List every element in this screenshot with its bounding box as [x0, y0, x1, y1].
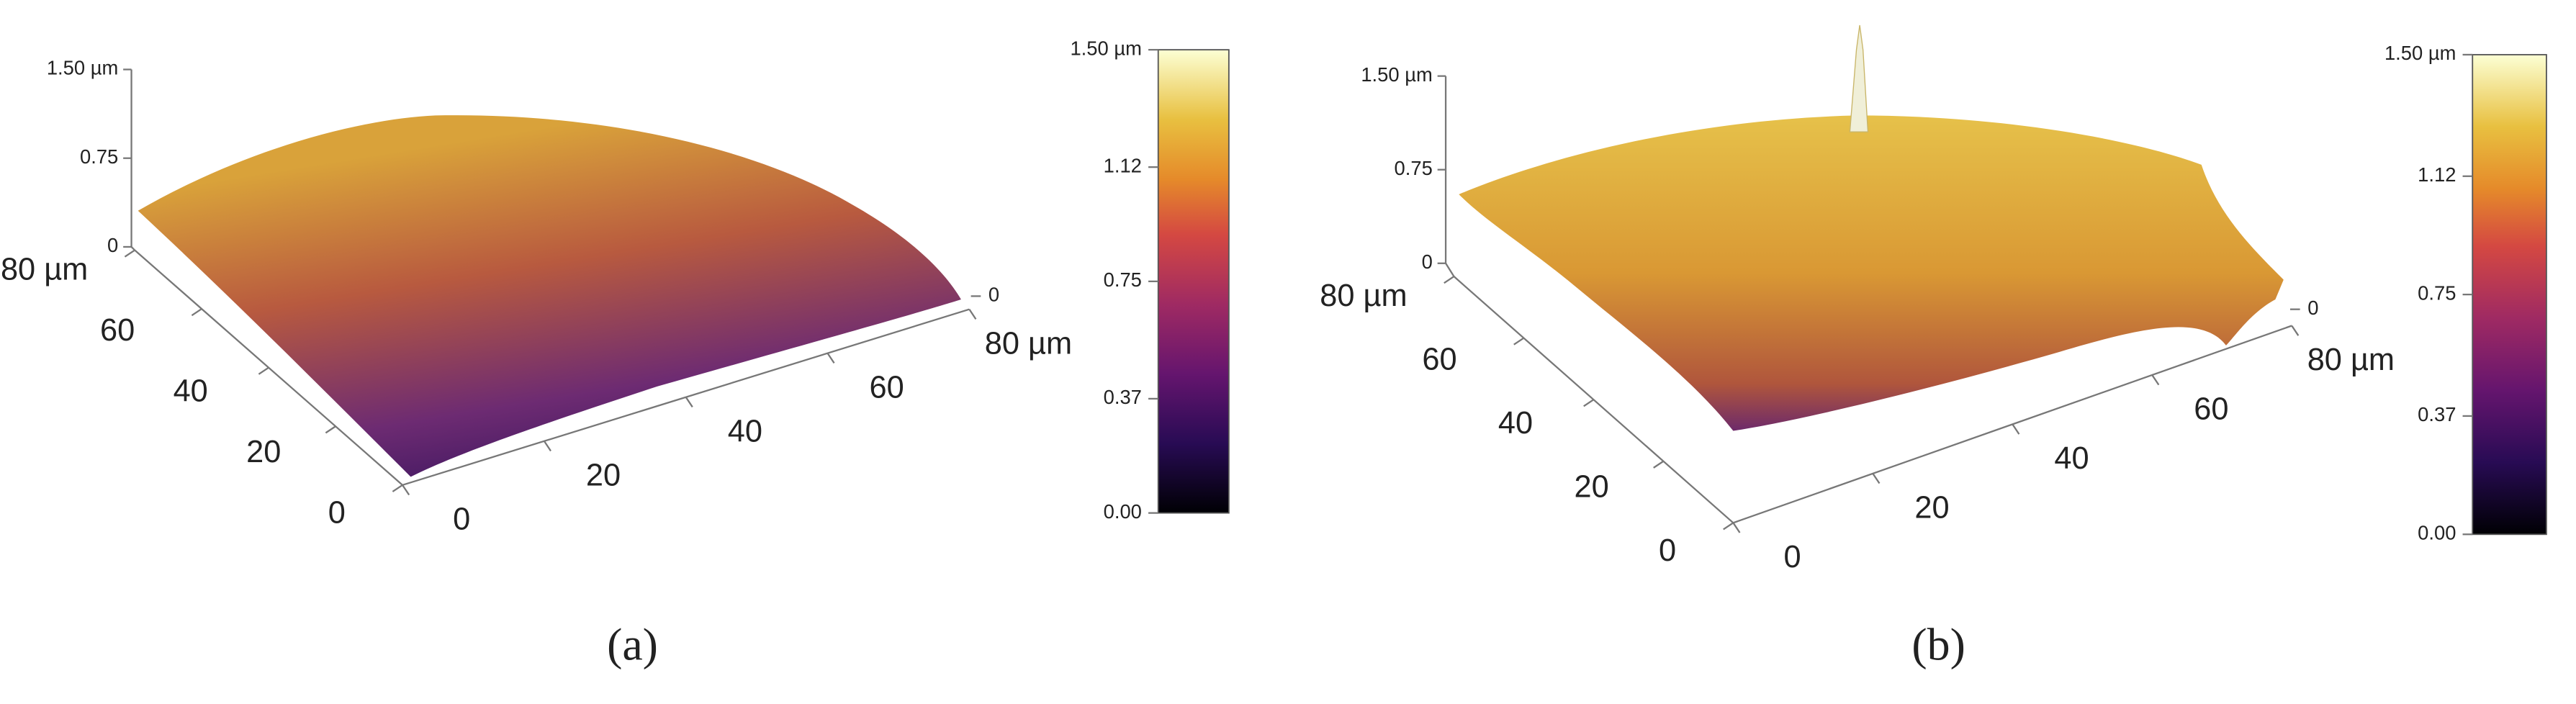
- z-tick-label: 0.75: [1395, 157, 1433, 179]
- x-tick-label: 80 µm: [985, 326, 1072, 361]
- z-tick-label: 0: [1422, 251, 1433, 273]
- x-tick: [2151, 374, 2160, 386]
- colorbar-tick-label: 0.37: [2418, 403, 2456, 425]
- x-tick: [685, 397, 693, 408]
- colorbar-tick-label: 1.50 µm: [2384, 42, 2456, 64]
- y-tick: [1723, 522, 1734, 531]
- x-tick-label: 40: [2054, 441, 2089, 476]
- z-tick-label: 1.50 µm: [47, 57, 118, 79]
- colorbar-tick-label: 0.75: [2418, 281, 2456, 304]
- x-tick: [543, 441, 551, 452]
- colorbar-tick-label: 0.00: [2418, 522, 2456, 544]
- z2-tick-label: 0: [988, 284, 999, 306]
- panel-caption: (b): [1911, 619, 1965, 670]
- y-tick: [1444, 276, 1455, 284]
- back-edge: [1445, 263, 1455, 277]
- y-tick-label: 40: [174, 374, 208, 409]
- y-tick: [1653, 460, 1665, 469]
- surface-a: [138, 115, 961, 477]
- x-tick-label: 20: [1914, 491, 1949, 525]
- y-tick: [392, 484, 403, 492]
- x-tick: [1872, 473, 1881, 484]
- x-tick-label: 20: [586, 458, 621, 492]
- y-tick: [1513, 337, 1525, 346]
- x-tick-label: 0: [453, 502, 470, 536]
- z-tick-label: 1.50 µm: [1361, 63, 1432, 86]
- colorbar-tick-label: 1.12: [1104, 154, 1142, 176]
- x-tick: [2012, 423, 2020, 435]
- panel-caption: (a): [607, 619, 658, 670]
- y-tick-label: 80 µm: [1320, 279, 1407, 313]
- y-tick-label: 0: [1659, 533, 1676, 568]
- colorbar: [1157, 49, 1230, 514]
- x-tick-label: 60: [2194, 392, 2228, 427]
- y-tick: [1583, 399, 1595, 407]
- y-tick: [325, 425, 336, 434]
- x-tick-label: 0: [1783, 540, 1801, 574]
- x-tick: [968, 309, 977, 320]
- colorbar: [2472, 54, 2547, 536]
- surface-b: [1459, 115, 2284, 431]
- x-tick-label: 80 µm: [2307, 343, 2395, 377]
- y-tick: [124, 249, 135, 258]
- colorbar-tick-label: 0.37: [1104, 386, 1142, 408]
- x-axis: [402, 308, 970, 486]
- y-tick-label: 40: [1498, 406, 1533, 441]
- colorbar-tick-label: 1.50 µm: [1070, 37, 1141, 59]
- y-tick-label: 60: [100, 313, 135, 348]
- x-tick: [1732, 522, 1741, 533]
- x-tick-label: 60: [870, 370, 904, 405]
- colorbar-tick-label: 1.12: [2418, 163, 2456, 186]
- surface-b-spike: [1849, 24, 1869, 132]
- x-tick: [402, 484, 410, 496]
- y-tick-label: 60: [1422, 343, 1456, 377]
- y-tick-label: 20: [1574, 469, 1608, 504]
- colorbar-tick-label: 0.00: [1104, 500, 1142, 523]
- colorbar-tick-label: 0.75: [1104, 268, 1142, 291]
- y-tick: [258, 366, 269, 375]
- x-tick-label: 40: [728, 414, 762, 448]
- x-tick: [2291, 325, 2300, 336]
- z2-tick-label: 0: [2307, 297, 2318, 319]
- y-tick: [191, 308, 202, 317]
- z-tick-label: 0.75: [80, 145, 118, 168]
- y-tick-label: 0: [328, 495, 346, 530]
- z-tick-label: 0: [107, 234, 118, 256]
- y-tick-label: 80 µm: [1, 253, 88, 287]
- y-tick-label: 20: [246, 435, 281, 469]
- x-tick: [827, 353, 835, 364]
